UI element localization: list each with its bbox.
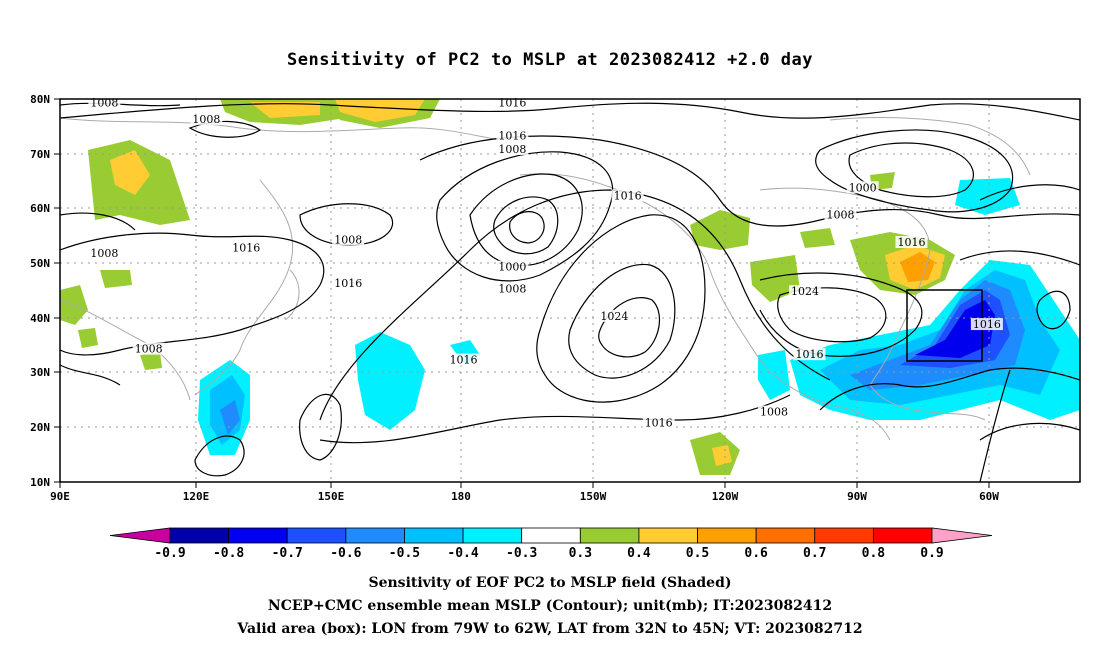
lat-label: 20N <box>30 421 50 434</box>
contour-label-bg <box>332 233 365 246</box>
contour-label: 1016 <box>973 318 1001 331</box>
lon-label: 150E <box>318 490 345 503</box>
lon-label: 90E <box>50 490 70 503</box>
contour-label: 1016 <box>334 277 362 290</box>
contour-label-bg <box>970 318 1003 331</box>
lon-label: 90W <box>847 490 867 503</box>
caption-valid-area: Valid area (box): LON from 79W to 62W, L… <box>237 621 863 637</box>
shade-asia-green-3 <box>78 328 98 348</box>
shade-atlantic-orange <box>900 252 935 282</box>
contour-label-bg <box>758 405 790 418</box>
shade-canada-green <box>750 255 800 302</box>
contour-label: 1008 <box>135 343 163 356</box>
contour-label: 1008 <box>192 113 220 126</box>
contour-label: 1016 <box>232 241 260 254</box>
contour-label-bg <box>642 416 675 429</box>
lat-label: 40N <box>30 312 50 325</box>
contour-label: 1000 <box>849 181 877 194</box>
figure-title: Sensitivity of PC2 to MSLP at 2023082412… <box>286 50 813 70</box>
contour-label: 1016 <box>645 417 673 430</box>
tick-marks <box>54 98 990 488</box>
shade-arctic-yellow <box>250 102 320 118</box>
contour-labels: 1008100810161016100810161000100810161008… <box>88 96 1003 430</box>
contour-label: 1008 <box>498 283 526 296</box>
lat-label: 50N <box>30 257 50 270</box>
shade-atlantic-deep-blue <box>915 300 995 358</box>
contour-label-bg <box>824 208 857 221</box>
shade-asia-green-2 <box>100 270 132 288</box>
contour-label-bg <box>496 260 529 273</box>
contour-label: 1008 <box>334 233 362 246</box>
contour-label: 1024 <box>600 310 628 323</box>
contour-label-bg <box>789 285 822 298</box>
longitude-labels: 90E 120E 150E 180 150W 120W 90W 60W <box>50 490 999 503</box>
map-frame <box>59 98 1081 483</box>
sensitivity-shading <box>60 99 1080 475</box>
contour-label-bg <box>793 348 826 361</box>
lon-label: 120E <box>183 490 210 503</box>
lon-label: 180 <box>451 490 471 503</box>
contour-label: 1016 <box>897 236 925 249</box>
contour-label-bg <box>611 189 644 202</box>
caption-contour: NCEP+CMC ensemble mean MSLP (Contour); u… <box>267 598 833 614</box>
contour-label-bg <box>846 181 879 194</box>
contour-label: 1016 <box>498 129 526 142</box>
lat-label: 60N <box>30 202 50 215</box>
lat-label: 10N <box>30 476 50 489</box>
contour-label: 1008 <box>90 247 118 260</box>
contour-label-bg <box>496 142 529 155</box>
shade-hudson-green <box>800 228 835 248</box>
lat-label: 70N <box>30 148 50 161</box>
shade-pacific-cyan <box>355 332 425 430</box>
contour-label-bg <box>132 342 165 355</box>
contour-label: 1024 <box>791 285 819 298</box>
shade-alaska-green <box>690 210 750 250</box>
contour-label: 1016 <box>795 348 823 361</box>
contour-label: 1008 <box>827 209 855 222</box>
contour-label: 1016 <box>450 354 478 367</box>
mslp-contours <box>60 102 1080 482</box>
shade-china-green <box>140 352 162 370</box>
contour-label: 1000 <box>498 261 526 274</box>
lat-label: 80N <box>30 93 50 106</box>
lat-label: 30N <box>30 366 50 379</box>
contour-label-bg <box>88 246 121 259</box>
contour-label-bg <box>332 277 365 290</box>
contour-label: 1008 <box>760 406 788 419</box>
lon-label: 150W <box>580 490 607 503</box>
contour-label-bg <box>496 129 529 142</box>
contour-label-bg <box>598 309 631 322</box>
lon-label: 60W <box>979 490 999 503</box>
latitude-labels: 80N 70N 60N 50N 40N 30N 20N 10N <box>30 93 50 489</box>
contour-label-bg <box>895 235 928 248</box>
coastlines <box>60 117 1031 441</box>
lon-label: 120W <box>712 490 739 503</box>
shade-westpac-mid <box>220 400 240 435</box>
contour-label: 1016 <box>614 189 642 202</box>
caption-shading: Sensitivity of EOF PC2 to MSLP field (Sh… <box>368 575 732 591</box>
contour-label-bg <box>190 112 223 125</box>
contour-label-bg <box>447 353 480 366</box>
shade-siberia-yellow <box>110 150 150 195</box>
grid-lines <box>60 99 1080 482</box>
contour-label-bg <box>230 241 263 254</box>
contour-label-bg <box>496 282 529 295</box>
shade-arctic-yellow-2 <box>335 99 425 122</box>
shade-mexico-yellow <box>712 445 732 466</box>
contour-label: 1008 <box>498 143 526 156</box>
